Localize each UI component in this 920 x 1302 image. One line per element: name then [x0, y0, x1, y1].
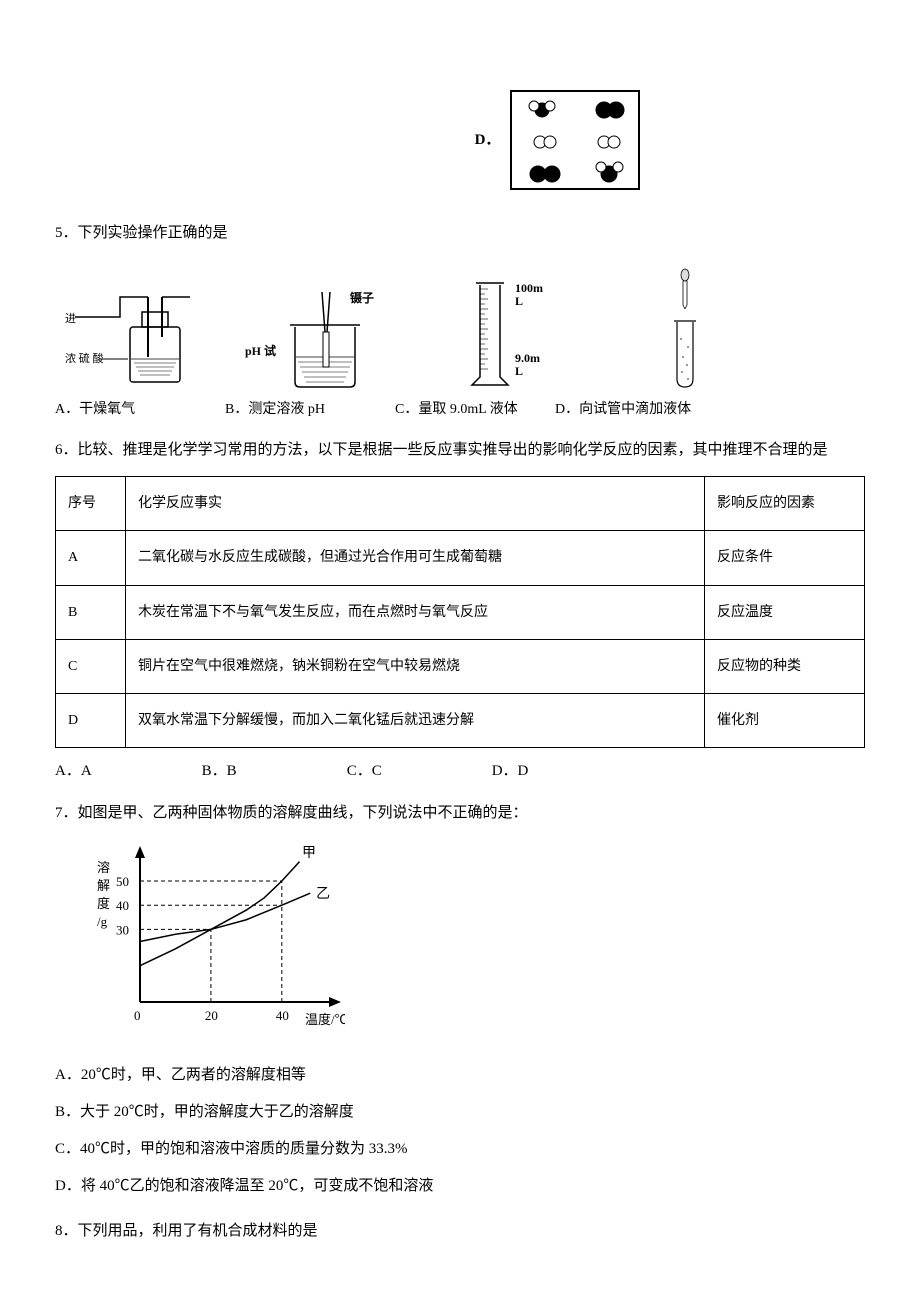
svg-text:30: 30 [116, 923, 129, 938]
q6-text: 6．比较、推理是化学学习常用的方法，以下是根据一些反应事实推导出的影响化学反应的… [55, 437, 865, 464]
table-row: B 木炭在常温下不与氧气发生反应，而在点燃时与氧气反应 反应温度 [56, 585, 865, 639]
q6-answer-b: B．B [202, 758, 237, 785]
label-100: 100m [515, 281, 543, 295]
q6-answer-a: A．A [55, 758, 92, 785]
svg-text:0: 0 [134, 1008, 141, 1023]
q6-answer-d: D．D [492, 758, 529, 785]
table-row: C 铜片在空气中很难燃烧，钠米铜粉在空气中较易燃烧 反应物的种类 [56, 639, 865, 693]
q8-text: 8．下列用品，利用了有机合成材料的是 [55, 1218, 865, 1245]
q5-diagram-c: 100m L 9.0m L [425, 277, 595, 392]
svg-text:40: 40 [116, 898, 129, 913]
q6-answer-c: C．C [347, 758, 382, 785]
q5-diagram-a: 进 浓 硫 酸 [55, 287, 215, 392]
q5-label-b: B．测定溶液 pH [225, 397, 395, 422]
q7-option-c: C．40℃时，甲的饱和溶液中溶质的质量分数为 33.3% [55, 1136, 865, 1163]
th-factor: 影响反应的因素 [705, 477, 865, 531]
th-fact: 化学反应事实 [126, 477, 705, 531]
q5-label-c: C．量取 9.0mL 液体 [395, 397, 555, 422]
q6-answers: A．A B．B C．C D．D [55, 758, 865, 785]
svg-text:L: L [515, 294, 523, 308]
label-ph: pH 试 [245, 343, 276, 358]
label-tweezer: 镊子 [349, 290, 374, 305]
molecule-diagram [512, 92, 642, 192]
label-9: 9.0m [515, 351, 540, 365]
table-header-row: 序号 化学反应事实 影响反应的因素 [56, 477, 865, 531]
svg-text:乙: 乙 [316, 886, 330, 902]
option-d-label: D． [475, 127, 501, 154]
svg-text:甲: 甲 [302, 846, 316, 861]
svg-text:温度/℃: 温度/℃ [305, 1012, 345, 1027]
table-row: A 二氧化碳与水反应生成碳酸，但通过光合作用可生成葡萄糖 反应条件 [56, 531, 865, 585]
molecule-box [510, 90, 640, 190]
table-row: D 双氧水常温下分解缓慢，而加入二氧化锰后就迅速分解 催化剂 [56, 693, 865, 747]
label-liquid: 浓 硫 酸 [65, 351, 104, 365]
svg-text:20: 20 [205, 1008, 218, 1023]
q5-text: 5．下列实验操作正确的是 [55, 220, 865, 247]
svg-text:50: 50 [116, 874, 129, 889]
label-in: 进 [65, 312, 76, 325]
svg-text:/g: /g [97, 914, 108, 929]
svg-text:40: 40 [276, 1008, 289, 1023]
svg-text:L: L [515, 364, 523, 378]
q7-option-a: A．20℃时，甲、乙两者的溶解度相等 [55, 1062, 865, 1089]
q7-chart: 溶解度/g 温度/℃ 0 20 40 30 40 50 甲乙 [85, 842, 865, 1042]
svg-text:溶: 溶 [97, 860, 110, 875]
q6-table: 序号 化学反应事实 影响反应的因素 A 二氧化碳与水反应生成碳酸，但通过光合作用… [55, 476, 865, 748]
q4-option-d: D． [250, 90, 865, 190]
q7-text: 7．如图是甲、乙两种固体物质的溶解度曲线，下列说法中不正确的是： [55, 800, 865, 827]
th-seq: 序号 [56, 477, 126, 531]
q5-diagram-b: 镊子 pH 试 [235, 287, 405, 392]
q7-option-d: D．将 40℃乙的饱和溶液降温至 20℃，可变成不饱和溶液 [55, 1173, 865, 1200]
q5-diagram-d [615, 267, 755, 392]
q5-label-d: D．向试管中滴加液体 [555, 397, 691, 422]
q7-option-b: B．大于 20℃时，甲的溶解度大于乙的溶解度 [55, 1099, 865, 1126]
svg-text:度: 度 [97, 896, 110, 911]
q5-option-labels: A．干燥氧气 B．测定溶液 pH C．量取 9.0mL 液体 D．向试管中滴加液… [55, 397, 865, 422]
svg-text:解: 解 [97, 878, 110, 893]
q5-label-a: A．干燥氧气 [55, 397, 225, 422]
